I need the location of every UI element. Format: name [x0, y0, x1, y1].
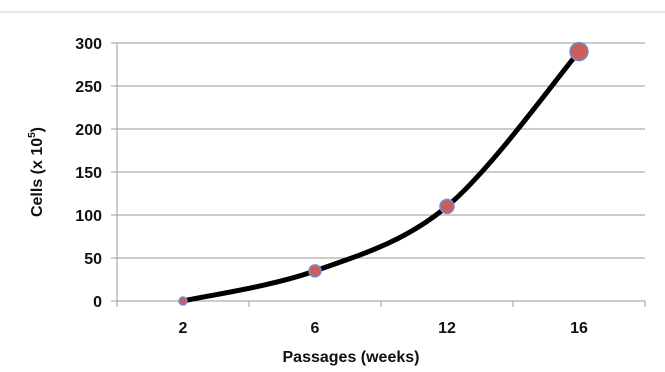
y-tick-label-300: 300: [75, 36, 102, 53]
y-tick-label-200: 200: [75, 122, 102, 139]
x-tick-labels: 2 6 12 16: [179, 320, 588, 337]
y-axis-title-close: ): [29, 127, 46, 132]
y-tick-label-0: 0: [93, 294, 102, 311]
series-line: [180, 49, 582, 304]
data-point-12: [439, 198, 455, 215]
grid-lines: [117, 42, 645, 259]
x-tick-label-6: 6: [311, 320, 320, 337]
y-tick-label-150: 150: [75, 165, 102, 182]
y-tick-label-100: 100: [75, 208, 102, 225]
data-point-2: [178, 296, 188, 306]
y-axis-title: Cells (x 105): [27, 127, 46, 217]
y-axis-title-superscript: 5: [27, 132, 38, 138]
y-tick-label-50: 50: [84, 251, 102, 268]
y-tick-label-250: 250: [75, 79, 102, 96]
y-tick-labels: 0 50 100 150 200 250 300: [75, 36, 102, 311]
x-axis-title: Passages (weeks): [283, 349, 420, 366]
axes: [111, 42, 646, 307]
data-point-6: [308, 264, 322, 278]
data-markers: [178, 41, 589, 306]
y-axis-title-main: Cells (x 10: [29, 138, 46, 217]
x-tick-label-16: 16: [570, 320, 588, 337]
x-tick-label-2: 2: [179, 320, 188, 337]
data-point-16: [569, 41, 589, 62]
x-tick-label-12: 12: [438, 320, 456, 337]
